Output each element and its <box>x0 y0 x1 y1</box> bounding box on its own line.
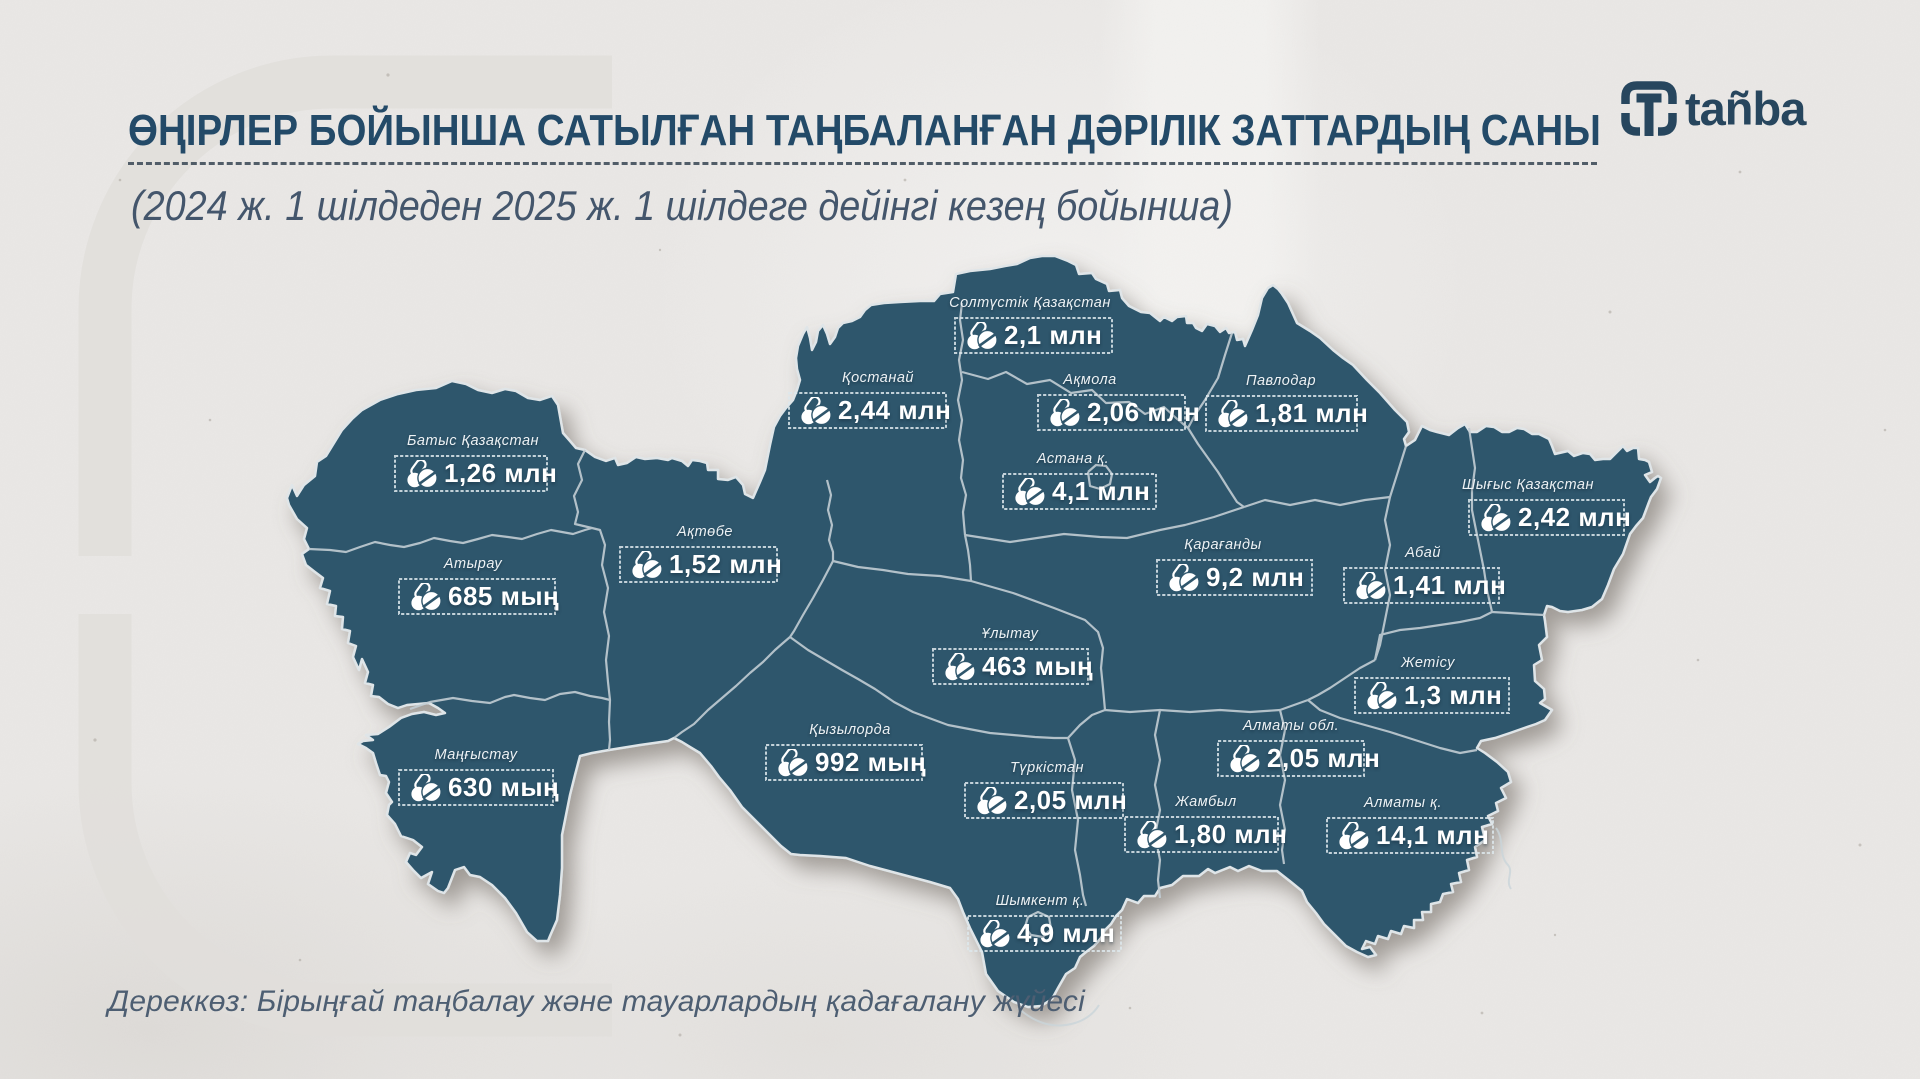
svg-text:tañba: tañba <box>1685 82 1807 135</box>
